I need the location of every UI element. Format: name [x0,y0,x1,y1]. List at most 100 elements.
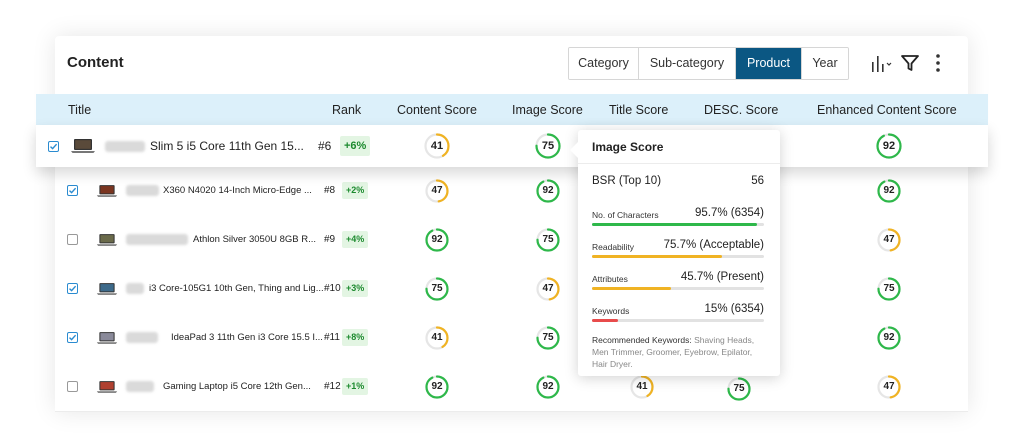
table-row[interactable]: Gaming Laptop i5 Core 12th Gen... #12 +1% 9… [55,362,968,412]
brand-redacted [126,234,188,245]
score-ring[interactable]: 92 [876,325,902,351]
metric-label: No. of Characters [592,210,659,220]
metric-label: Keywords [592,306,630,316]
product-name[interactable]: IdeaPad 3 11th Gen i3 Core 15.5 I... [171,331,323,343]
metric-label: Attributes [592,274,628,284]
column-image-score[interactable]: Image Score [512,103,583,117]
product-name[interactable]: X360 N4020 14-Inch Micro-Edge ... [163,184,312,196]
score-value: 75 [542,233,554,245]
tab-sub-category[interactable]: Sub-category [639,48,736,79]
column-content-score[interactable]: Content Score [397,103,477,117]
product-name[interactable]: Gaming Laptop i5 Core 12th Gen... [163,380,311,392]
score-ring[interactable]: 47 [535,276,561,302]
score-value: 92 [431,233,443,245]
rank-change-badge: +4% [342,231,369,248]
filter-icon[interactable] [899,52,921,74]
table-row[interactable]: IdeaPad 3 11th Gen i3 Core 15.5 I... #11 +… [55,313,968,363]
bar-chart-icon[interactable] [870,52,894,74]
column-title[interactable]: Title [68,103,92,117]
metric-bar-keywords [592,319,764,322]
score-value: 75 [542,331,554,343]
row-checkbox[interactable] [67,332,78,343]
metric-value: 95.7% (6354) [694,207,764,219]
view-toggle: Category Sub-category Product Year [568,47,849,80]
metric-bar-fill [592,319,618,322]
rank-change-badge: +8% [342,329,369,346]
metric-bar-attributes [592,287,764,290]
table-row[interactable]: Athlon Silver 3050U 8GB R... #9 +4% 92 75 47 [55,215,968,265]
tab-product[interactable]: Product [736,48,802,79]
score-ring[interactable]: 47 [424,178,450,204]
score-value: 47 [431,184,443,196]
table-row[interactable]: i3 Core-105G1 10th Gen, Thing and Lig...… [55,264,968,314]
row-checkbox[interactable] [48,140,59,152]
tab-year[interactable]: Year [802,48,848,79]
metric-bar-fill [592,223,757,226]
column-title-score[interactable]: Title Score [609,103,669,117]
row-checkbox[interactable] [67,283,78,294]
row-checkbox[interactable] [67,234,78,245]
score-ring[interactable]: 75 [726,376,752,402]
brand-redacted [126,381,154,392]
product-name[interactable]: Athlon Silver 3050U 8GB R... [193,233,317,245]
score-ring[interactable]: 47 [876,374,902,400]
score-ring[interactable]: 75 [424,276,450,302]
rank-change-badge: +6% [340,136,371,156]
more-vertical-icon[interactable] [930,52,946,74]
score-ring[interactable]: 41 [629,374,655,400]
product-name[interactable]: Slim 5 i5 Core 11th Gen 15... [150,139,304,153]
score-value: 75 [733,382,745,394]
score-value: 92 [882,140,896,152]
score-value: 75 [431,282,443,294]
recommended-keywords: Recommended Keywords: Shaving Heads, Men… [592,334,766,370]
row-checkbox[interactable] [67,381,78,392]
score-ring[interactable]: 75 [535,227,561,253]
recommended-list: Shaving Heads, Men Trimmer, Groomer, Eye… [592,335,755,369]
rank-change-badge: +2% [342,182,369,199]
score-value: 41 [636,380,648,392]
score-ring[interactable]: 47 [876,227,902,253]
rank-value: #10 [324,282,341,294]
score-ring[interactable]: 92 [535,178,561,204]
score-ring[interactable]: 41 [423,132,451,160]
score-ring[interactable]: 75 [535,325,561,351]
laptop-icon [96,379,118,395]
brand-redacted [126,185,159,196]
score-ring[interactable]: 92 [424,374,450,400]
laptop-icon [96,330,118,346]
table-row[interactable]: X360 N4020 14-Inch Micro-Edge ... #8 +2% 47… [55,166,968,216]
row-checkbox[interactable] [67,185,78,196]
score-ring[interactable]: 92 [535,374,561,400]
laptop-icon [70,138,96,154]
score-ring[interactable]: 92 [875,132,903,160]
score-value: 47 [883,380,895,392]
column-desc-score[interactable]: DESC. Score [704,103,779,117]
score-value: 47 [883,233,895,245]
score-value: 92 [883,331,895,343]
tab-category[interactable]: Category [569,48,639,79]
metric-bar-characters [592,223,764,226]
score-ring[interactable]: 75 [876,276,902,302]
score-value: 41 [430,140,444,152]
product-name[interactable]: i3 Core-105G1 10th Gen, Thing and Lig... [149,282,324,294]
score-value: 92 [542,380,554,392]
image-score-tooltip: Image Score BSR (Top 10) 56 No. of Chara… [570,130,780,376]
rank-value: #9 [324,233,336,245]
score-ring[interactable]: 75 [534,132,562,160]
brand-redacted [105,140,145,152]
table-row[interactable]: Slim 5 i5 Core 11th Gen 15... #6 +6% 41 75 92 [36,125,988,167]
score-value: 75 [541,140,555,152]
column-enhanced-content-score[interactable]: Enhanced Content Score [817,103,957,117]
metric-bar-fill [592,255,723,258]
score-ring[interactable]: 92 [424,227,450,253]
brand-redacted [126,283,144,294]
brand-redacted [126,332,158,343]
score-value: 92 [431,380,443,392]
score-value: 41 [431,331,443,343]
column-rank[interactable]: Rank [332,103,362,117]
rank-value: #11 [324,331,340,343]
score-ring[interactable]: 41 [424,325,450,351]
laptop-icon [96,183,118,199]
score-ring[interactable]: 92 [876,178,902,204]
score-value: 75 [883,282,895,294]
